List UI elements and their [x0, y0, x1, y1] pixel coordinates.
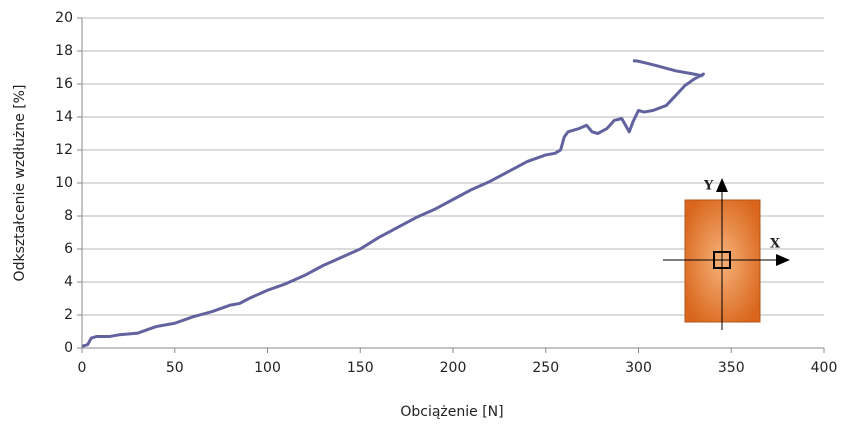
- x-tick-label: 0: [78, 360, 87, 376]
- x-tick-label: 50: [166, 360, 184, 376]
- x-tick-label: 100: [254, 360, 281, 376]
- y-tick-label: 8: [64, 208, 73, 224]
- inset-label: Y: [703, 179, 714, 194]
- y-tick-label: 14: [55, 109, 73, 125]
- y-tick-label: 6: [64, 241, 73, 257]
- y-tick-label: 16: [55, 76, 73, 92]
- y-tick-label: 2: [64, 307, 73, 323]
- x-tick-label: 350: [718, 360, 745, 376]
- y-tick-label: 18: [55, 43, 73, 59]
- y-tick-label: 12: [55, 142, 73, 158]
- line: [81, 59, 705, 348]
- y-axis-label: Odkształcenie wzdłużne [%]: [12, 85, 28, 282]
- gauge: [713, 251, 731, 269]
- x-tick-label: 150: [347, 360, 374, 376]
- y-tick-label: 10: [55, 175, 73, 191]
- arrow-head: [776, 254, 790, 266]
- y-tick-label: 20: [55, 10, 73, 26]
- arrow-head: [716, 178, 728, 192]
- x-tick-label: 400: [811, 360, 838, 376]
- x-tick-label: 300: [625, 360, 652, 376]
- specimen-icon: Y X: [663, 178, 790, 330]
- y-tick-label: 0: [64, 340, 73, 356]
- x-tick-label: 200: [440, 360, 467, 376]
- x-tick-label: 250: [532, 360, 559, 376]
- inset-label: X: [770, 237, 781, 252]
- y-tick-label: 4: [64, 274, 73, 290]
- x-axis-label: Obciążenie [N]: [400, 404, 503, 420]
